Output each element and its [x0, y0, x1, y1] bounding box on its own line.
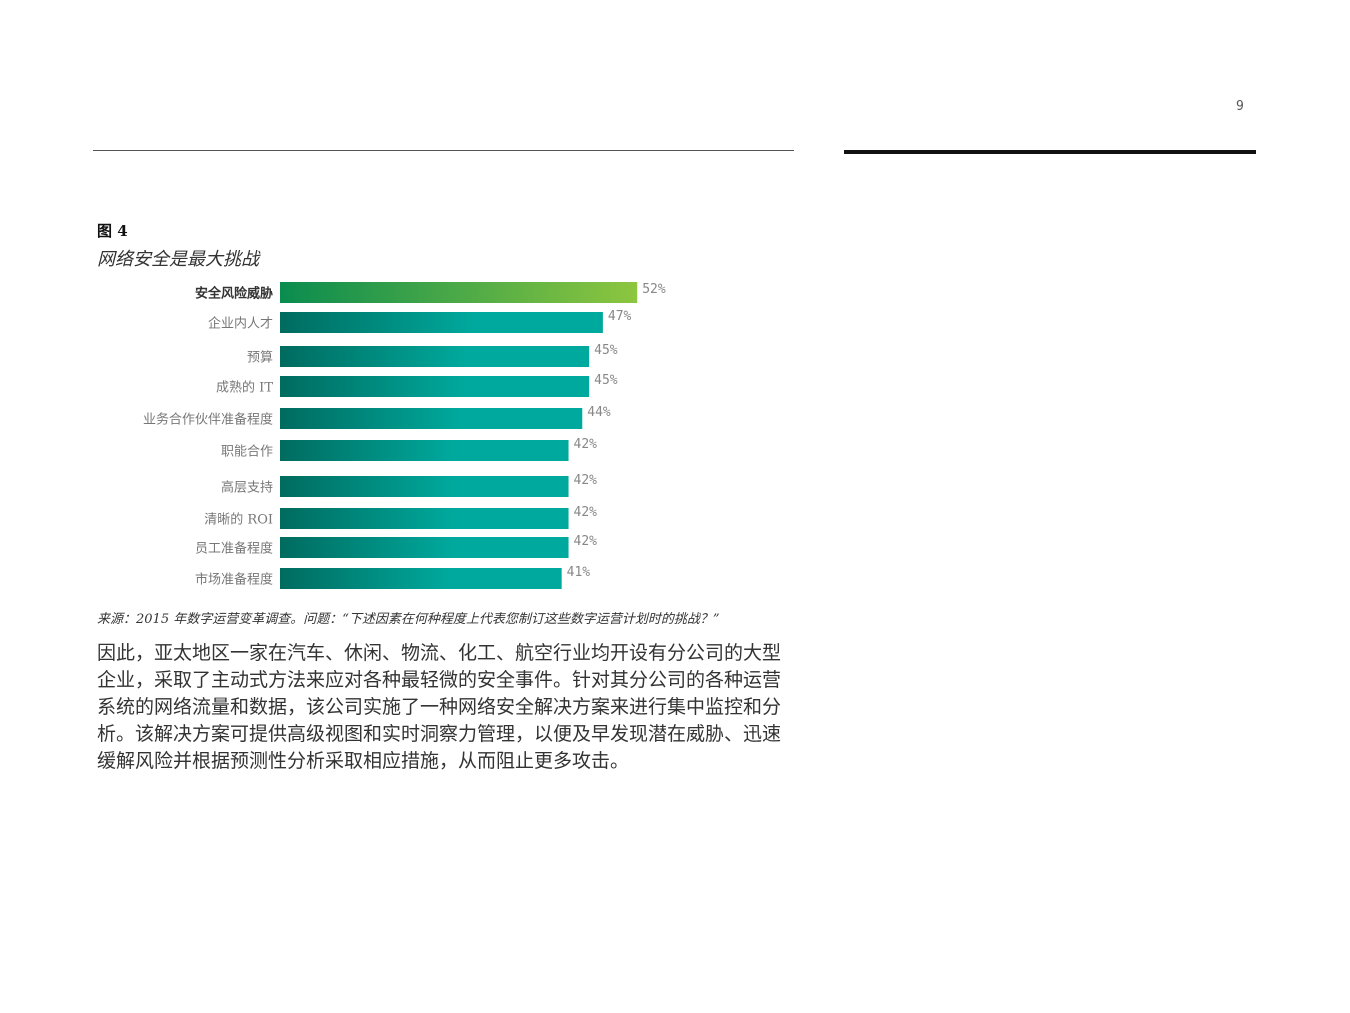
body-paragraph: 因此，亚太地区一家在汽车、休闲、物流、化工、航空行业均开设有分公司的大型企业，采…: [97, 642, 782, 772]
bar: [280, 476, 569, 497]
page-number: 9: [1236, 99, 1244, 114]
source-note: 来源：2015 年数字运营变革调查。问题：“下述因素在何种程度上代表您制订这些数…: [97, 612, 720, 627]
category-label: 市场准备程度: [195, 572, 273, 588]
category-label: 职能合作: [221, 445, 273, 460]
category-label: 成熟的 IT: [216, 380, 273, 396]
value-label: 42%: [574, 473, 598, 488]
value-label: 42%: [574, 534, 598, 549]
figure-label: 图 4: [97, 222, 128, 240]
category-label: 员工准备程度: [195, 541, 273, 557]
bar: [280, 408, 583, 429]
bar: [280, 282, 638, 303]
category-label: 预算: [247, 351, 273, 366]
right-divider: [844, 150, 1256, 154]
bar: [280, 312, 603, 333]
value-label: 45%: [594, 343, 618, 358]
left-divider: [93, 150, 794, 151]
category-label: 企业内人才: [208, 316, 273, 332]
category-label: 清晰的 ROI: [204, 512, 273, 528]
value-label: 41%: [567, 565, 591, 580]
bar-chart: 安全风险威胁 52% 企业内人才 47% 预算 45% 成熟的 IT 45% 业务合作伙伴准备程…: [143, 282, 666, 589]
value-label: 45%: [594, 373, 618, 388]
bar: [280, 376, 590, 397]
value-label: 42%: [574, 505, 598, 520]
category-label: 安全风险威胁: [195, 286, 273, 302]
bar: [280, 508, 569, 529]
category-label: 高层支持: [221, 480, 273, 496]
value-label: 47%: [608, 309, 632, 324]
value-label: 44%: [587, 405, 611, 420]
bar: [280, 346, 590, 367]
bar: [280, 440, 569, 461]
value-label: 42%: [574, 437, 598, 452]
bar: [280, 568, 562, 589]
figure-title: 网络安全是最大挑战: [97, 249, 259, 270]
bar: [280, 537, 569, 558]
value-label: 52%: [642, 282, 666, 297]
category-label: 业务合作伙伴准备程度: [143, 412, 273, 428]
